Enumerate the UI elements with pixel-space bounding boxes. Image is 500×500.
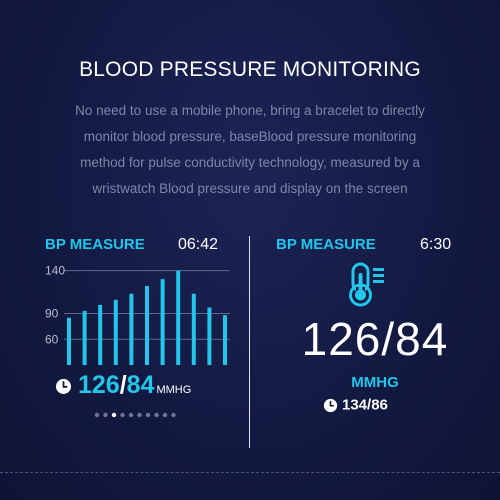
bottom-divider [0, 472, 500, 473]
previous-reading-value: 134/86 [342, 396, 388, 414]
systolic-value: 126 [78, 371, 120, 399]
description-line: wristwatch Blood pressure and display on… [92, 181, 408, 196]
page-dot [94, 412, 100, 418]
thermometer-icon [349, 262, 384, 307]
bp-history-chart: 140 90 60 [45, 264, 230, 365]
chart-bar [223, 315, 227, 365]
page-dot [145, 412, 151, 418]
page-dot [162, 412, 168, 418]
page-dot [111, 412, 117, 418]
page-dot [137, 412, 142, 418]
page-dot [128, 412, 134, 418]
y-tick-label: 90 [45, 307, 59, 321]
panel-divider [249, 236, 250, 448]
description-line: monitor blood pressure, baseBlood pressu… [83, 129, 417, 144]
page-dot [171, 412, 176, 418]
time-readout: 06:42 [178, 236, 219, 253]
chart-bar [113, 299, 118, 365]
chart-bar [82, 310, 87, 365]
description-line: No need to use a mobile phone, bring a b… [75, 103, 425, 118]
chart-bar [191, 293, 196, 365]
clock-icon [323, 398, 338, 412]
page-dot [154, 412, 159, 418]
page-dot [103, 412, 108, 418]
chart-bar [129, 293, 134, 365]
reading-slash: / [119, 371, 127, 399]
chart-bar [67, 317, 71, 365]
previous-reading: 134/86 [323, 396, 388, 414]
time-readout: 6:30 [420, 236, 452, 253]
description: No need to use a mobile phone, bring a b… [40, 98, 460, 202]
chart-bar [207, 307, 212, 365]
chart-bar [145, 286, 149, 365]
page-indicator [94, 412, 176, 418]
unit-label: MMHG [156, 384, 192, 396]
y-tick-label: 140 [45, 264, 65, 278]
bp-reading-large: 126/84 [301, 313, 449, 365]
clock-icon [56, 378, 71, 394]
bp-measure-label: BP MEASURE [45, 236, 145, 253]
page-title: BLOOD PRESSURE MONITORING [79, 58, 421, 81]
unit-label: MMHG [351, 374, 399, 391]
chart-bar [176, 270, 181, 365]
bp-reading: 126/84 MMHG [55, 371, 191, 400]
diastolic-value: 84 [126, 371, 155, 399]
description-line: method for pulse conductivity technology… [80, 155, 420, 170]
bp-measure-label: BP MEASURE [276, 236, 376, 253]
page-dot [120, 412, 125, 418]
y-tick-label: 60 [45, 332, 59, 346]
chart-bar [160, 279, 165, 365]
chart-bar [98, 304, 103, 365]
